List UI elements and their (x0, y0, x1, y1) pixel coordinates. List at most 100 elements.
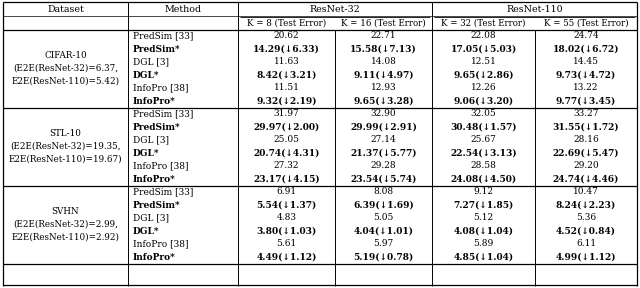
Text: 12.93: 12.93 (371, 84, 396, 92)
Text: 4.52(↓0.84): 4.52(↓0.84) (556, 226, 616, 236)
Text: InfoPro*: InfoPro* (133, 96, 176, 105)
Text: 25.67: 25.67 (470, 135, 497, 145)
Text: DGL*: DGL* (133, 149, 159, 158)
Text: 31.55(↓1.72): 31.55(↓1.72) (553, 122, 620, 132)
Text: DGL [3]: DGL [3] (133, 213, 169, 223)
Text: ResNet-110: ResNet-110 (506, 5, 563, 14)
Text: 6.39(↓1.69): 6.39(↓1.69) (353, 200, 414, 209)
Text: DGL*: DGL* (133, 71, 159, 79)
Text: InfoPro*: InfoPro* (133, 253, 176, 262)
Text: 4.85(↓1.04): 4.85(↓1.04) (453, 253, 513, 262)
Text: 22.71: 22.71 (371, 31, 396, 41)
Text: ResNet-32: ResNet-32 (310, 5, 360, 14)
Text: PredSim [33]: PredSim [33] (133, 109, 193, 118)
Text: K = 32 (Test Error): K = 32 (Test Error) (441, 18, 525, 27)
Text: PredSim*: PredSim* (133, 200, 180, 209)
Text: 24.74(↓4.46): 24.74(↓4.46) (553, 175, 619, 183)
Text: 27.14: 27.14 (371, 135, 396, 145)
Text: 15.58(↓7.13): 15.58(↓7.13) (350, 45, 417, 54)
Text: InfoPro [38]: InfoPro [38] (133, 162, 189, 170)
Text: CIFAR-10
(E2E(ResNet-32)=6.37,
E2E(ResNet-110)=5.42): CIFAR-10 (E2E(ResNet-32)=6.37, E2E(ResNe… (12, 52, 120, 86)
Text: 29.20: 29.20 (573, 162, 599, 170)
Text: PredSim*: PredSim* (133, 122, 180, 132)
Text: 24.74: 24.74 (573, 31, 599, 41)
Text: K = 8 (Test Error): K = 8 (Test Error) (247, 18, 326, 27)
Text: InfoPro [38]: InfoPro [38] (133, 240, 189, 249)
Text: SVHN
(E2E(ResNet-32)=2.99,
E2E(ResNet-110)=2.92): SVHN (E2E(ResNet-32)=2.99, E2E(ResNet-11… (12, 207, 120, 242)
Text: 4.08(↓1.04): 4.08(↓1.04) (454, 226, 513, 236)
Text: 6.91: 6.91 (276, 187, 296, 196)
Text: 9.11(↓4.97): 9.11(↓4.97) (353, 71, 413, 79)
Text: 24.08(↓4.50): 24.08(↓4.50) (451, 175, 516, 183)
Text: 17.05(↓5.03): 17.05(↓5.03) (451, 45, 516, 54)
Text: 29.28: 29.28 (371, 162, 396, 170)
Text: 23.17(↓4.15): 23.17(↓4.15) (253, 175, 320, 183)
Text: 25.05: 25.05 (273, 135, 300, 145)
Text: 8.08: 8.08 (373, 187, 394, 196)
Text: 29.97(↓2.00): 29.97(↓2.00) (253, 122, 319, 132)
Text: 3.80(↓1.03): 3.80(↓1.03) (257, 226, 317, 236)
Text: 10.47: 10.47 (573, 187, 599, 196)
Text: K = 55 (Test Error): K = 55 (Test Error) (544, 18, 628, 27)
Text: InfoPro*: InfoPro* (133, 175, 176, 183)
Text: DGL [3]: DGL [3] (133, 58, 169, 67)
Text: 28.58: 28.58 (470, 162, 497, 170)
Text: 28.16: 28.16 (573, 135, 599, 145)
Text: DGL*: DGL* (133, 226, 159, 236)
Text: 27.32: 27.32 (274, 162, 300, 170)
Text: 5.97: 5.97 (373, 240, 394, 249)
Text: 14.08: 14.08 (371, 58, 396, 67)
Text: 18.02(↓6.72): 18.02(↓6.72) (553, 45, 620, 54)
Text: 9.73(↓4.72): 9.73(↓4.72) (556, 71, 616, 79)
Text: 5.36: 5.36 (576, 213, 596, 223)
Text: K = 16 (Test Error): K = 16 (Test Error) (341, 18, 426, 27)
Text: 20.74(↓4.31): 20.74(↓4.31) (253, 149, 320, 158)
Text: 23.54(↓5.74): 23.54(↓5.74) (350, 175, 417, 183)
Text: 5.89: 5.89 (474, 240, 493, 249)
Text: 33.27: 33.27 (573, 109, 599, 118)
Text: 9.77(↓3.45): 9.77(↓3.45) (556, 96, 616, 105)
Text: 12.26: 12.26 (470, 84, 496, 92)
Text: 9.12: 9.12 (474, 187, 493, 196)
Text: PredSim*: PredSim* (133, 45, 180, 54)
Text: 9.65(↓3.28): 9.65(↓3.28) (353, 96, 413, 105)
Text: 14.45: 14.45 (573, 58, 599, 67)
Text: 22.08: 22.08 (470, 31, 496, 41)
Text: 4.99(↓1.12): 4.99(↓1.12) (556, 253, 616, 262)
Text: 21.37(↓5.77): 21.37(↓5.77) (350, 149, 417, 158)
Text: 5.61: 5.61 (276, 240, 296, 249)
Text: 4.83: 4.83 (276, 213, 296, 223)
Text: 9.32(↓2.19): 9.32(↓2.19) (256, 96, 317, 105)
Text: Method: Method (164, 5, 202, 14)
Text: 29.99(↓2.91): 29.99(↓2.91) (350, 122, 417, 132)
Text: 5.54(↓1.37): 5.54(↓1.37) (257, 200, 317, 209)
Text: 8.24(↓2.23): 8.24(↓2.23) (556, 200, 616, 209)
Text: 5.05: 5.05 (373, 213, 394, 223)
Text: 4.49(↓1.12): 4.49(↓1.12) (256, 253, 317, 262)
Text: 5.19(↓0.78): 5.19(↓0.78) (353, 253, 413, 262)
Text: 9.06(↓3.20): 9.06(↓3.20) (453, 96, 513, 105)
Text: 7.27(↓1.85): 7.27(↓1.85) (453, 200, 514, 209)
Text: 30.48(↓1.57): 30.48(↓1.57) (451, 122, 516, 132)
Text: 8.42(↓3.21): 8.42(↓3.21) (256, 71, 317, 79)
Text: Dataset: Dataset (47, 5, 84, 14)
Text: InfoPro [38]: InfoPro [38] (133, 84, 189, 92)
Text: DGL [3]: DGL [3] (133, 135, 169, 145)
Text: 22.54(↓3.13): 22.54(↓3.13) (450, 149, 517, 158)
Text: 9.65(↓2.86): 9.65(↓2.86) (453, 71, 514, 79)
Text: 20.62: 20.62 (274, 31, 300, 41)
Text: 5.12: 5.12 (474, 213, 493, 223)
Text: 14.29(↓6.33): 14.29(↓6.33) (253, 45, 320, 54)
Text: 32.05: 32.05 (470, 109, 497, 118)
Text: STL-10
(E2E(ResNet-32)=19.35,
E2E(ResNet-110)=19.67): STL-10 (E2E(ResNet-32)=19.35, E2E(ResNet… (9, 130, 122, 164)
Text: 4.04(↓1.01): 4.04(↓1.01) (353, 226, 413, 236)
Text: PredSim [33]: PredSim [33] (133, 31, 193, 41)
Text: 11.51: 11.51 (273, 84, 300, 92)
Text: 31.97: 31.97 (274, 109, 300, 118)
Text: 22.69(↓5.47): 22.69(↓5.47) (553, 149, 620, 158)
Text: PredSim [33]: PredSim [33] (133, 187, 193, 196)
Text: 12.51: 12.51 (470, 58, 497, 67)
Text: 13.22: 13.22 (573, 84, 599, 92)
Text: 32.90: 32.90 (371, 109, 396, 118)
Text: 11.63: 11.63 (274, 58, 300, 67)
